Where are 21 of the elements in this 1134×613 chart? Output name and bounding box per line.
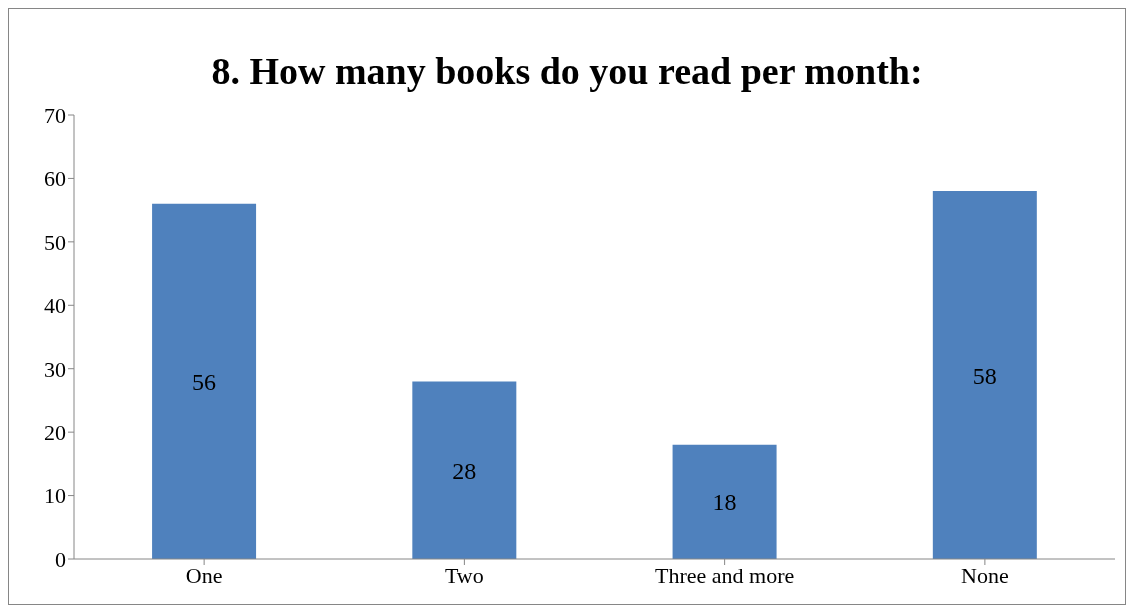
y-tick-label: 20	[44, 419, 66, 445]
data-label: 28	[452, 457, 477, 484]
y-tick-label: 0	[55, 546, 66, 572]
bar	[412, 381, 517, 559]
y-tick-label: 30	[44, 356, 66, 382]
y-tick-label: 70	[44, 102, 66, 128]
bar	[672, 444, 777, 559]
y-tick-label: 40	[44, 293, 66, 319]
y-tick-label: 50	[44, 229, 66, 255]
data-label: 56	[192, 368, 217, 395]
y-tick-label: 60	[44, 166, 66, 192]
x-tick-label: None	[961, 562, 1009, 588]
data-label: 18	[712, 489, 737, 516]
bar	[152, 203, 257, 559]
y-tick-label: 10	[44, 483, 66, 509]
chart-title: 8. How many books do you read per month:	[210, 49, 924, 93]
x-tick-label: Three and more	[654, 562, 795, 588]
bar	[932, 191, 1037, 559]
x-tick-label: Two	[444, 562, 484, 588]
data-label: 58	[972, 362, 997, 389]
x-tick-label: One	[185, 562, 223, 588]
